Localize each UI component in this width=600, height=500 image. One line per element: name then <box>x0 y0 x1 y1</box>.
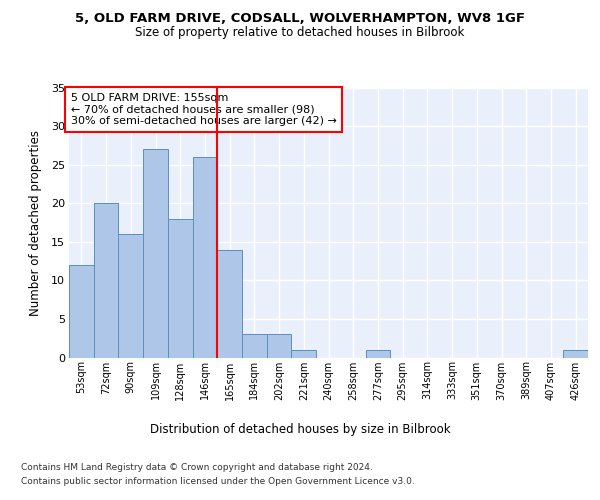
Bar <box>143 149 168 358</box>
Bar <box>118 234 143 358</box>
Text: Contains HM Land Registry data © Crown copyright and database right 2024.: Contains HM Land Registry data © Crown c… <box>21 462 373 471</box>
Text: Size of property relative to detached houses in Bilbrook: Size of property relative to detached ho… <box>136 26 464 39</box>
Bar <box>267 334 292 357</box>
Text: Distribution of detached houses by size in Bilbrook: Distribution of detached houses by size … <box>149 422 451 436</box>
Bar <box>217 250 242 358</box>
Bar <box>242 334 267 357</box>
Bar <box>292 350 316 358</box>
Bar <box>94 203 118 358</box>
Bar <box>168 218 193 358</box>
Bar <box>69 265 94 358</box>
Text: Contains public sector information licensed under the Open Government Licence v3: Contains public sector information licen… <box>21 478 415 486</box>
Y-axis label: Number of detached properties: Number of detached properties <box>29 130 43 316</box>
Text: 5, OLD FARM DRIVE, CODSALL, WOLVERHAMPTON, WV8 1GF: 5, OLD FARM DRIVE, CODSALL, WOLVERHAMPTO… <box>75 12 525 26</box>
Bar <box>563 350 588 358</box>
Bar <box>193 157 217 358</box>
Text: 5 OLD FARM DRIVE: 155sqm
← 70% of detached houses are smaller (98)
30% of semi-d: 5 OLD FARM DRIVE: 155sqm ← 70% of detach… <box>71 93 337 126</box>
Bar <box>365 350 390 358</box>
